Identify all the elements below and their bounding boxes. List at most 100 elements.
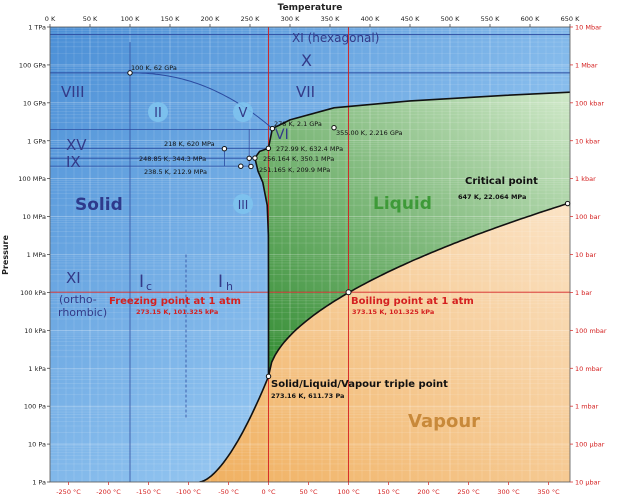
badge-iii-label: III — [238, 198, 249, 212]
badge-iii — [233, 194, 253, 214]
badge-ii-label: II — [154, 106, 162, 121]
boiling-point-title: Boiling point at 1 atm — [351, 296, 474, 307]
bottom-tick-label: 100 °C — [337, 488, 360, 496]
data-points — [127, 70, 571, 380]
triple-point-value: 273.16 K, 611.73 Pa — [271, 392, 344, 400]
badge-ii — [148, 102, 168, 122]
top-tick-label: 550 K — [481, 15, 500, 23]
phase-boundaries — [130, 72, 570, 482]
right-tick-label: 1 kbar — [575, 175, 596, 183]
grid — [50, 27, 570, 482]
data-point — [127, 70, 133, 76]
left-tick-label: 10 kPa — [24, 327, 46, 335]
phase-label-ortho-1: (ortho- — [59, 293, 97, 306]
bottom-tick-label: 300 °C — [497, 488, 520, 496]
top-tick-label: 650 K — [561, 15, 580, 23]
freezing-point-title: Freezing point at 1 atm — [109, 296, 241, 307]
critical-point-title: Critical point — [465, 176, 538, 187]
badge-v — [233, 102, 253, 122]
top-tick-label: 600 K — [521, 15, 540, 23]
left-tick-label: 1 TPa — [28, 24, 46, 32]
left-tick-label: 100 Pa — [24, 403, 46, 411]
annotations: Critical point 647 K, 22.064 MPa Freezin… — [109, 176, 538, 400]
left-tick-label: 10 MPa — [22, 213, 46, 221]
bottom-tick-label: 350 °C — [537, 488, 560, 496]
data-point — [248, 163, 254, 170]
top-tick-label: 100 K — [121, 15, 140, 23]
badge-v-label: V — [239, 106, 248, 121]
phase-label-vi: VI — [275, 127, 289, 143]
top-tick-label: 150 K — [161, 15, 180, 23]
data-point — [331, 124, 337, 131]
phase-regions — [50, 27, 570, 482]
phase-label-ortho-2: rhombic) — [58, 306, 107, 319]
data-point — [246, 155, 252, 162]
point-label-100k: 100 K, 62 GPa — [131, 64, 177, 72]
data-point — [265, 145, 272, 152]
data-point — [269, 125, 276, 132]
top-tick-label: 0 K — [45, 15, 56, 23]
top-tick-label: 250 K — [241, 15, 260, 23]
right-tick-label: 10 µbar — [575, 479, 601, 487]
point-label-248k: 248.85 K, 344.3 MPa — [139, 155, 206, 163]
top-tick-label: 300 K — [281, 15, 300, 23]
point-label-355k: 355.00 K, 2.216 GPa — [336, 129, 403, 137]
left-tick-label: 10 Pa — [28, 441, 46, 449]
freezing-point-value: 273.15 K, 101.325 kPa — [136, 308, 218, 316]
top-tick-label: 50 K — [83, 15, 98, 23]
bottom-tick-label: -200 °C — [96, 488, 121, 496]
right-tick-label: 10 kbar — [575, 137, 600, 145]
left-tick-label: 1 MPa — [27, 251, 46, 259]
right-tick-label: 1 bar — [575, 289, 592, 297]
data-point — [221, 146, 228, 152]
bottom-tick-label: 50 °C — [299, 488, 318, 496]
right-tick-label: 100 bar — [575, 213, 601, 221]
point-label-272k: 272.99 K, 632.4 MPa — [276, 145, 343, 153]
data-point — [252, 155, 258, 161]
vaporization-curve — [267, 202, 568, 377]
bottom-tick-label: 250 °C — [457, 488, 480, 496]
region-label-liquid: Liquid — [373, 194, 432, 214]
phase-label-xv: XV — [66, 136, 87, 154]
left-tick-label: 100 GPa — [19, 61, 46, 69]
left-tick-label: 1 Pa — [32, 479, 46, 487]
phase-label-ih-sub: h — [226, 280, 233, 293]
data-point — [238, 163, 244, 169]
point-label-278k: 278 K, 2.1 GPa — [274, 120, 322, 128]
point-label-218k: 218 K, 620 MPa — [164, 140, 215, 148]
phase-label-ih: I — [218, 272, 223, 292]
top-tick-label: 400 K — [361, 15, 380, 23]
bottom-tick-label: 150 °C — [377, 488, 400, 496]
right-tick-label: 10 Mbar — [575, 24, 602, 32]
axis-ticks: 0 K 50 K 100 K 150 K 200 K 250 K 300 K 350 K 400… — [18, 15, 607, 496]
data-point — [564, 200, 571, 207]
bottom-tick-label: -250 °C — [56, 488, 81, 496]
right-tick-label: 10 bar — [575, 251, 596, 259]
bottom-tick-label: -50 °C — [218, 488, 239, 496]
phase-label-xi-ortho: XI — [66, 269, 81, 287]
bottom-tick-label: -150 °C — [136, 488, 161, 496]
phase-label-x: X — [301, 51, 312, 70]
melting-curve — [254, 91, 570, 377]
region-label-solid: Solid — [75, 195, 123, 215]
left-tick-label: 100 kPa — [20, 289, 46, 297]
phase-label-ix: IX — [66, 153, 81, 171]
triple-point-title: Solid/Liquid/Vapour triple point — [271, 379, 448, 390]
vapour-region — [199, 203, 570, 482]
sublimation-curve — [199, 375, 270, 482]
bottom-tick-label: 0 °C — [262, 488, 276, 496]
phase-labels: XI (hexagonal) X VIII VII VI XV IX XI (o… — [58, 31, 379, 319]
point-labels: 100 K, 62 GPa 278 K, 2.1 GPa 355.00 K, 2… — [131, 64, 403, 176]
phase-label-viii: VIII — [61, 83, 85, 101]
left-tick-label: 100 MPa — [18, 175, 46, 183]
bottom-tick-label: -100 °C — [176, 488, 201, 496]
left-tick-label: 1 GPa — [27, 137, 46, 145]
left-tick-label: 10 GPa — [23, 99, 46, 107]
right-tick-label: 100 µbar — [575, 441, 605, 449]
point-label-256k: 256.164 K, 350.1 MPa — [263, 155, 334, 163]
top-tick-label: 500 K — [441, 15, 460, 23]
top-tick-label: 200 K — [201, 15, 220, 23]
phase-label-vii: VII — [296, 83, 315, 101]
y-axis-label: Pressure — [1, 235, 10, 275]
